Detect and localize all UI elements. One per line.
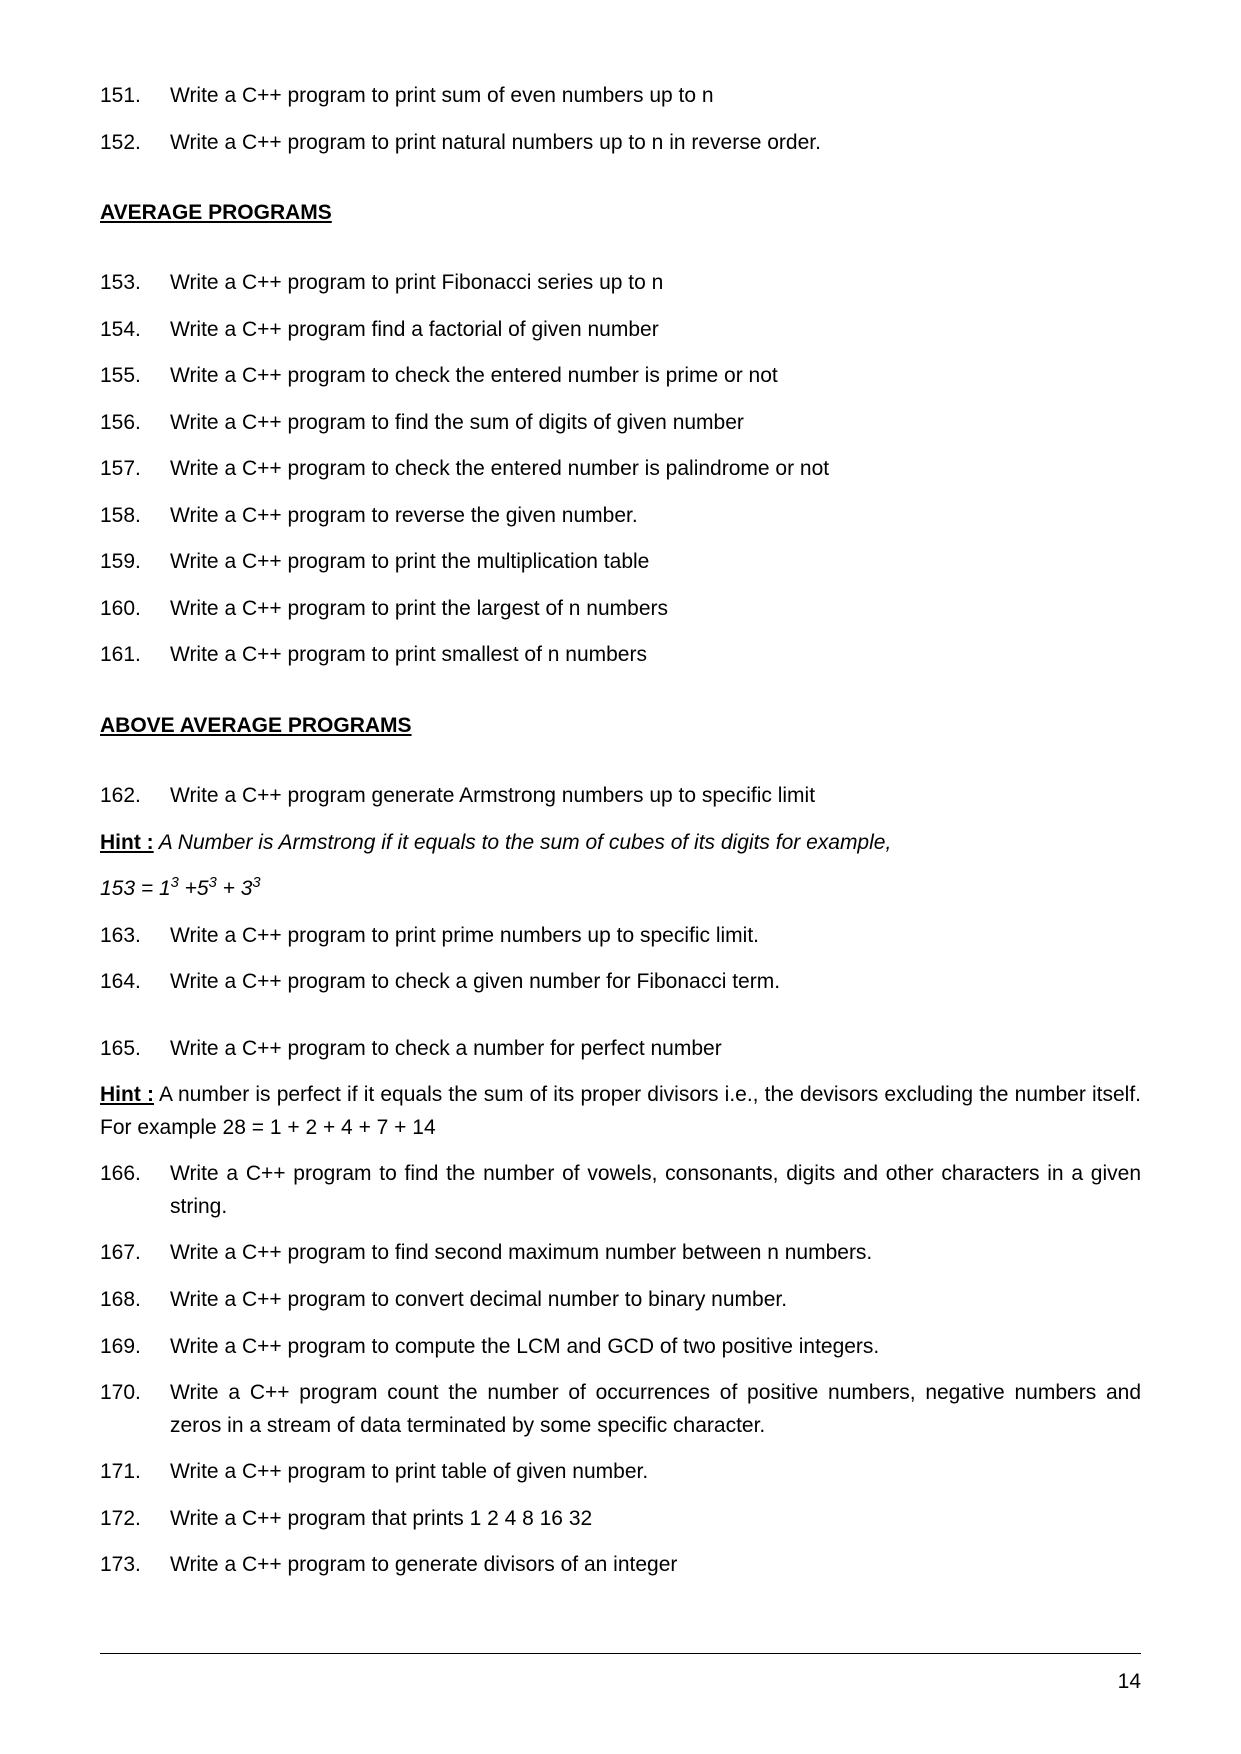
item-number: 166. [100,1158,170,1223]
item-number: 168. [100,1284,170,1317]
item-number: 155. [100,360,170,393]
list-item: 171.Write a C++ program to print table o… [100,1456,1141,1489]
eq-part: + 3 [217,877,253,900]
list-item: 161.Write a C++ program to print smalles… [100,639,1141,672]
list-item: 152. Write a C++ program to print natura… [100,127,1141,160]
eq-part: 153 = 1 [100,877,171,900]
item-text: Write a C++ program to print prime numbe… [170,920,1141,953]
item-text: Write a C++ program to print smallest of… [170,639,1141,672]
item-text: Write a C++ program to check the entered… [170,453,1141,486]
item-number: 152. [100,127,170,160]
item-text: Write a C++ program generate Armstrong n… [170,780,1141,813]
list-item: 162. Write a C++ program generate Armstr… [100,780,1141,813]
list-item: 157.Write a C++ program to check the ent… [100,453,1141,486]
list-item: 151. Write a C++ program to print sum of… [100,80,1141,113]
item-text: Write a C++ program to compute the LCM a… [170,1331,1141,1364]
item-number: 164. [100,966,170,999]
item-text: Write a C++ program to print Fibonacci s… [170,267,1141,300]
eq-exp: 3 [209,875,217,891]
item-text: Write a C++ program to find the number o… [170,1158,1141,1223]
eq-exp: 3 [252,875,260,891]
list-item: 167.Write a C++ program to find second m… [100,1237,1141,1270]
list-item: 169.Write a C++ program to compute the L… [100,1331,1141,1364]
document-page: 151. Write a C++ program to print sum of… [0,0,1241,1754]
list-item: 173.Write a C++ program to generate divi… [100,1549,1141,1582]
list-item: 166. Write a C++ program to find the num… [100,1158,1141,1223]
list-item: 153.Write a C++ program to print Fibonac… [100,267,1141,300]
item-number: 153. [100,267,170,300]
list-item: 163. Write a C++ program to print prime … [100,920,1141,953]
section-heading-above-average: ABOVE AVERAGE PROGRAMS [100,714,1141,738]
item-text: Write a C++ program find a factorial of … [170,314,1141,347]
item-text: Write a C++ program to find the sum of d… [170,407,1141,440]
list-item: 165. Write a C++ program to check a numb… [100,1033,1141,1066]
list-item: 164. Write a C++ program to check a give… [100,966,1141,999]
list-item: 170. Write a C++ program count the numbe… [100,1377,1141,1442]
item-number: 169. [100,1331,170,1364]
list-item: 168.Write a C++ program to convert decim… [100,1284,1141,1317]
item-number: 157. [100,453,170,486]
item-text: Write a C++ program that prints 1 2 4 8 … [170,1503,1141,1536]
hint-label: Hint : [100,1083,154,1106]
section-heading-average: AVERAGE PROGRAMS [100,201,1141,225]
hint-text: A number is perfect if it equals the sum… [100,1083,1141,1139]
item-number: 165. [100,1033,170,1066]
item-number: 171. [100,1456,170,1489]
item-text: Write a C++ program to print table of gi… [170,1456,1141,1489]
list-item: 160.Write a C++ program to print the lar… [100,593,1141,626]
list-item: 154.Write a C++ program find a factorial… [100,314,1141,347]
item-number: 163. [100,920,170,953]
item-text: Write a C++ program to print the largest… [170,593,1141,626]
item-number: 160. [100,593,170,626]
page-number: 14 [1118,1670,1141,1694]
hint-line: Hint : A number is perfect if it equals … [100,1079,1141,1144]
hint-line: Hint : A Number is Armstrong if it equal… [100,827,1141,860]
item-text: Write a C++ program to check the entered… [170,360,1141,393]
item-text: Write a C++ program to check a number fo… [170,1033,1141,1066]
item-text: Write a C++ program to print natural num… [170,127,1141,160]
eq-exp: 3 [171,875,179,891]
item-number: 173. [100,1549,170,1582]
item-text: Write a C++ program to print sum of even… [170,80,1141,113]
item-number: 158. [100,500,170,533]
item-number: 172. [100,1503,170,1536]
item-text: Write a C++ program to check a given num… [170,966,1141,999]
hint-text: A Number is Armstrong if it equals to th… [154,831,892,854]
eq-part: +5 [179,877,209,900]
item-text: Write a C++ program to find second maxim… [170,1237,1141,1270]
list-item: 155.Write a C++ program to check the ent… [100,360,1141,393]
item-number: 162. [100,780,170,813]
item-text: Write a C++ program count the number of … [170,1377,1141,1442]
item-number: 156. [100,407,170,440]
item-number: 161. [100,639,170,672]
item-text: Write a C++ program to convert decimal n… [170,1284,1141,1317]
item-text: Write a C++ program to generate divisors… [170,1549,1141,1582]
list-item: 156.Write a C++ program to find the sum … [100,407,1141,440]
item-number: 167. [100,1237,170,1270]
armstrong-equation: 153 = 13 +53 + 33 [100,873,1141,906]
list-item: 158.Write a C++ program to reverse the g… [100,500,1141,533]
item-number: 151. [100,80,170,113]
item-text: Write a C++ program to reverse the given… [170,500,1141,533]
hint-label: Hint : [100,831,154,854]
item-number: 159. [100,546,170,579]
item-number: 154. [100,314,170,347]
item-text: Write a C++ program to print the multipl… [170,546,1141,579]
list-item: 172.Write a C++ program that prints 1 2 … [100,1503,1141,1536]
item-number: 170. [100,1377,170,1442]
footer-rule [100,1653,1141,1654]
list-item: 159.Write a C++ program to print the mul… [100,546,1141,579]
